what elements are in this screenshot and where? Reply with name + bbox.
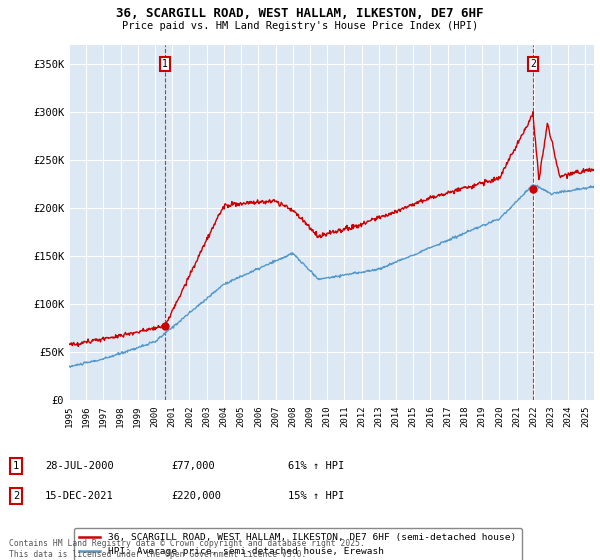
Text: 61% ↑ HPI: 61% ↑ HPI [288, 461, 344, 471]
Legend: 36, SCARGILL ROAD, WEST HALLAM, ILKESTON, DE7 6HF (semi-detached house), HPI: Av: 36, SCARGILL ROAD, WEST HALLAM, ILKESTON… [74, 528, 521, 560]
Text: £77,000: £77,000 [171, 461, 215, 471]
Text: 15% ↑ HPI: 15% ↑ HPI [288, 491, 344, 501]
Text: 2: 2 [13, 491, 19, 501]
Text: 36, SCARGILL ROAD, WEST HALLAM, ILKESTON, DE7 6HF: 36, SCARGILL ROAD, WEST HALLAM, ILKESTON… [116, 7, 484, 20]
Text: 1: 1 [13, 461, 19, 471]
Text: Contains HM Land Registry data © Crown copyright and database right 2025.
This d: Contains HM Land Registry data © Crown c… [9, 539, 365, 559]
Text: 15-DEC-2021: 15-DEC-2021 [45, 491, 114, 501]
Text: £220,000: £220,000 [171, 491, 221, 501]
Text: 28-JUL-2000: 28-JUL-2000 [45, 461, 114, 471]
Text: Price paid vs. HM Land Registry's House Price Index (HPI): Price paid vs. HM Land Registry's House … [122, 21, 478, 31]
Text: 1: 1 [162, 59, 168, 69]
Text: 2: 2 [530, 59, 536, 69]
